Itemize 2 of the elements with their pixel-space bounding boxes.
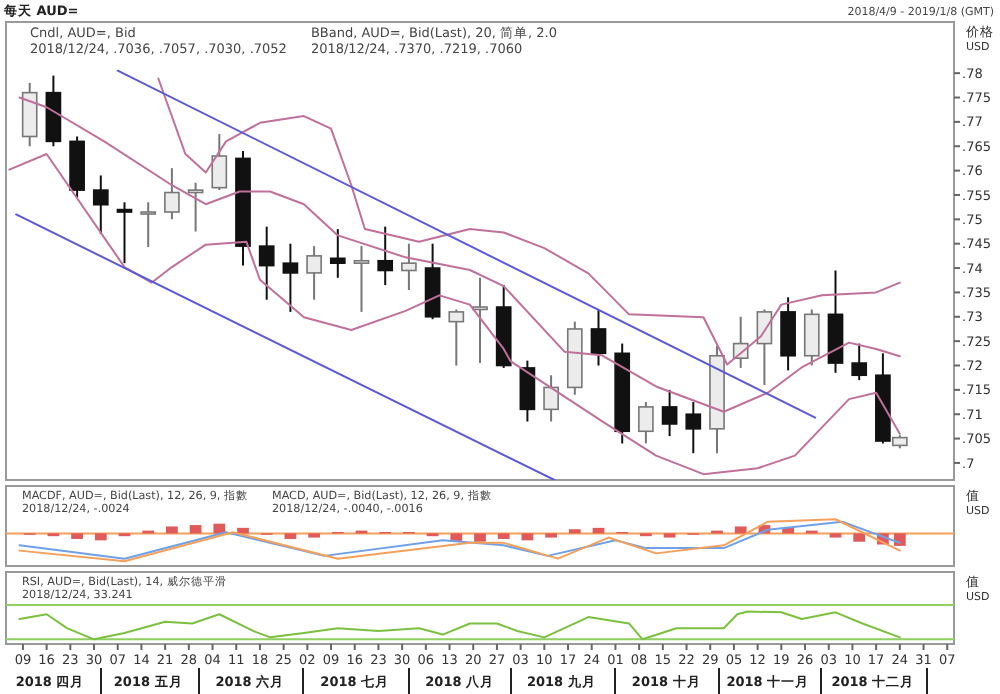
- line-series: [8, 153, 901, 476]
- line-series: [157, 77, 901, 366]
